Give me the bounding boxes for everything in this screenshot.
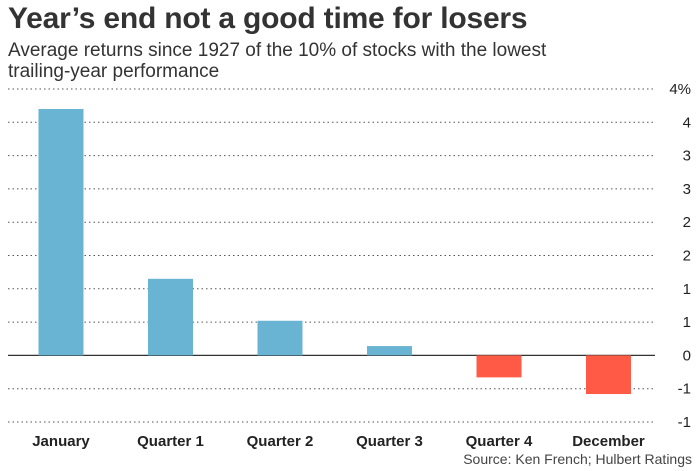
chart-subtitle: Average returns since 1927 of the 10% of… [8, 40, 547, 82]
y-tick-label: 2 [683, 248, 691, 265]
source-note: Source: Ken French; Hulbert Ratings [463, 451, 692, 467]
x-category-label: Quarter 1 [137, 433, 204, 450]
y-tick-label: 3 [683, 148, 691, 165]
y-tick-label: -1 [678, 414, 691, 431]
y-tick-label: 2 [683, 214, 691, 231]
x-category-label: Quarter 3 [356, 433, 423, 450]
bar-quarter-3 [367, 346, 412, 356]
y-tick-label: 1 [683, 314, 691, 331]
y-tick-label: -1 [678, 381, 691, 398]
chart-title: Year’s end not a good time for losers [8, 2, 528, 35]
bar-quarter-4 [476, 355, 522, 378]
bar-december [586, 355, 631, 395]
y-axis-ticks: 4% 4 3 3 2 2 1 1 0 -1 -1 [669, 81, 691, 431]
gridlines [8, 88, 655, 423]
x-axis-categories: January Quarter 1 Quarter 2 Quarter 3 Quarte… [32, 433, 645, 450]
x-category-label: Quarter 2 [247, 433, 314, 450]
bars [38, 108, 631, 395]
bar-quarter-1 [148, 278, 193, 356]
bar-january [38, 108, 84, 356]
bar-quarter-2 [257, 320, 303, 356]
x-category-label: Quarter 4 [466, 433, 533, 450]
x-category-label: December [572, 433, 645, 450]
y-tick-label: 0 [683, 347, 691, 364]
y-tick-label: 1 [683, 281, 691, 298]
y-tick-label: 4 [683, 114, 691, 131]
y-tick-label: 3 [683, 181, 691, 198]
y-tick-label: 4% [669, 81, 691, 98]
x-category-label: January [32, 433, 90, 450]
